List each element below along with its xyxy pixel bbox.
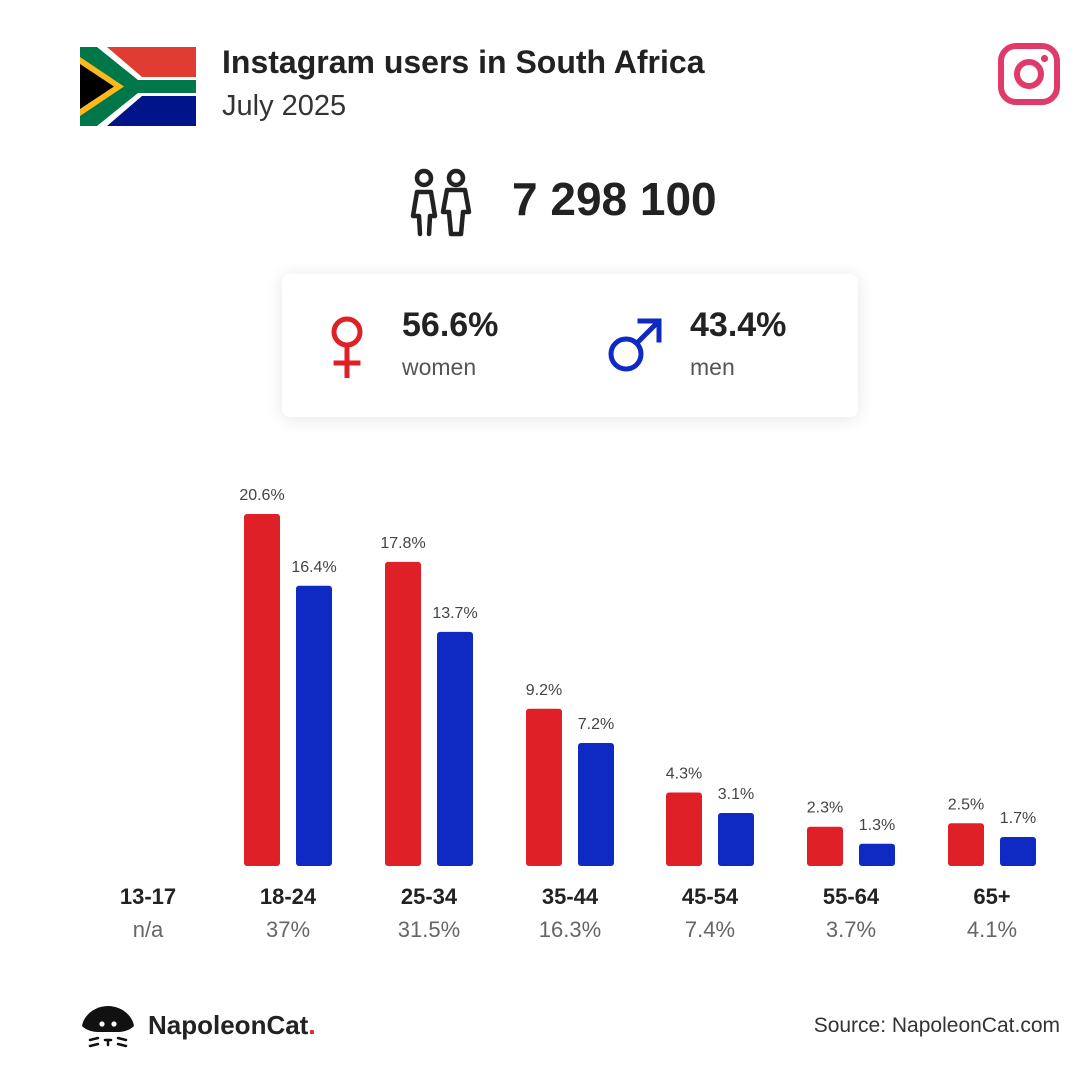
male-percentage: 43.4% — [690, 306, 787, 344]
data-label-women-65+: 2.5% — [948, 796, 984, 813]
gender-card: 56.6% women 43.4% men — [282, 274, 858, 417]
female-symbol-icon — [331, 316, 363, 378]
category-label-45-54: 45-54 — [681, 884, 739, 909]
brand-text: NapoleonCat — [148, 1010, 309, 1040]
source-note: Source: NapoleonCat.com — [813, 1014, 1060, 1037]
male-label: men — [690, 354, 735, 380]
brand-name: NapoleonCat. — [148, 1010, 316, 1041]
bar-women-45-54 — [666, 792, 702, 866]
category-label-35-44: 35-44 — [541, 884, 599, 909]
chart-subtitle: July 2025 — [222, 90, 347, 122]
category-label-13-17: 13-17 — [119, 884, 177, 909]
category-total-55-64: 3.7% — [825, 917, 877, 942]
female-label: women — [402, 354, 477, 380]
data-label-women-35-44: 9.2% — [526, 682, 562, 699]
bar-women-18-24 — [244, 514, 280, 866]
bar-men-65+ — [1000, 836, 1036, 866]
bar-women-55-64 — [807, 826, 843, 866]
napoleoncat-logo — [82, 1006, 134, 1048]
instagram-icon — [998, 43, 1060, 105]
bar-men-25-34 — [437, 631, 473, 866]
category-total-35-44: 16.3% — [538, 917, 602, 942]
chart-title: Instagram users in South Africa — [222, 44, 705, 80]
data-label-men-18-24: 16.4% — [291, 559, 336, 576]
data-label-men-45-54: 3.1% — [718, 786, 754, 803]
bar-women-25-34 — [385, 561, 421, 866]
age-gender-bar-chart: 20.6% 16.4% 17.8% 13.7% 9.2% 7.2% 4.3% 3.1% 2.3%… — [239, 487, 1036, 866]
bar-men-18-24 — [296, 585, 332, 866]
data-label-men-55-64: 1.3% — [859, 817, 895, 834]
data-label-men-35-44: 7.2% — [578, 716, 614, 733]
data-label-women-45-54: 4.3% — [666, 766, 702, 783]
category-total-13-17: n/a — [132, 917, 164, 942]
data-label-women-55-64: 2.3% — [807, 800, 843, 817]
category-total-65+: 4.1% — [966, 917, 1018, 942]
category-label-55-64: 55-64 — [822, 884, 880, 909]
bar-men-55-64 — [859, 843, 895, 866]
people-icon — [410, 168, 472, 237]
female-percentage: 56.6% — [402, 306, 499, 344]
data-label-men-65+: 1.7% — [1000, 810, 1036, 827]
total-users: 7 298 100 — [512, 173, 717, 225]
bar-men-45-54 — [718, 813, 754, 866]
bar-women-65+ — [948, 823, 984, 866]
bar-women-35-44 — [526, 708, 562, 866]
bar-men-35-44 — [578, 742, 614, 866]
category-label-25-34: 25-34 — [400, 884, 458, 909]
category-label-65+: 65+ — [973, 884, 1011, 909]
data-label-men-25-34: 13.7% — [432, 605, 477, 622]
data-label-women-25-34: 17.8% — [380, 535, 425, 552]
male-symbol-icon — [608, 318, 662, 372]
south-africa-flag — [80, 47, 196, 126]
brand-dot: . — [308, 1010, 316, 1040]
category-label-18-24: 18-24 — [259, 884, 317, 909]
category-total-18-24: 37% — [265, 917, 311, 942]
data-label-women-18-24: 20.6% — [239, 487, 284, 504]
category-total-25-34: 31.5% — [397, 917, 461, 942]
category-total-45-54: 7.4% — [684, 917, 736, 942]
